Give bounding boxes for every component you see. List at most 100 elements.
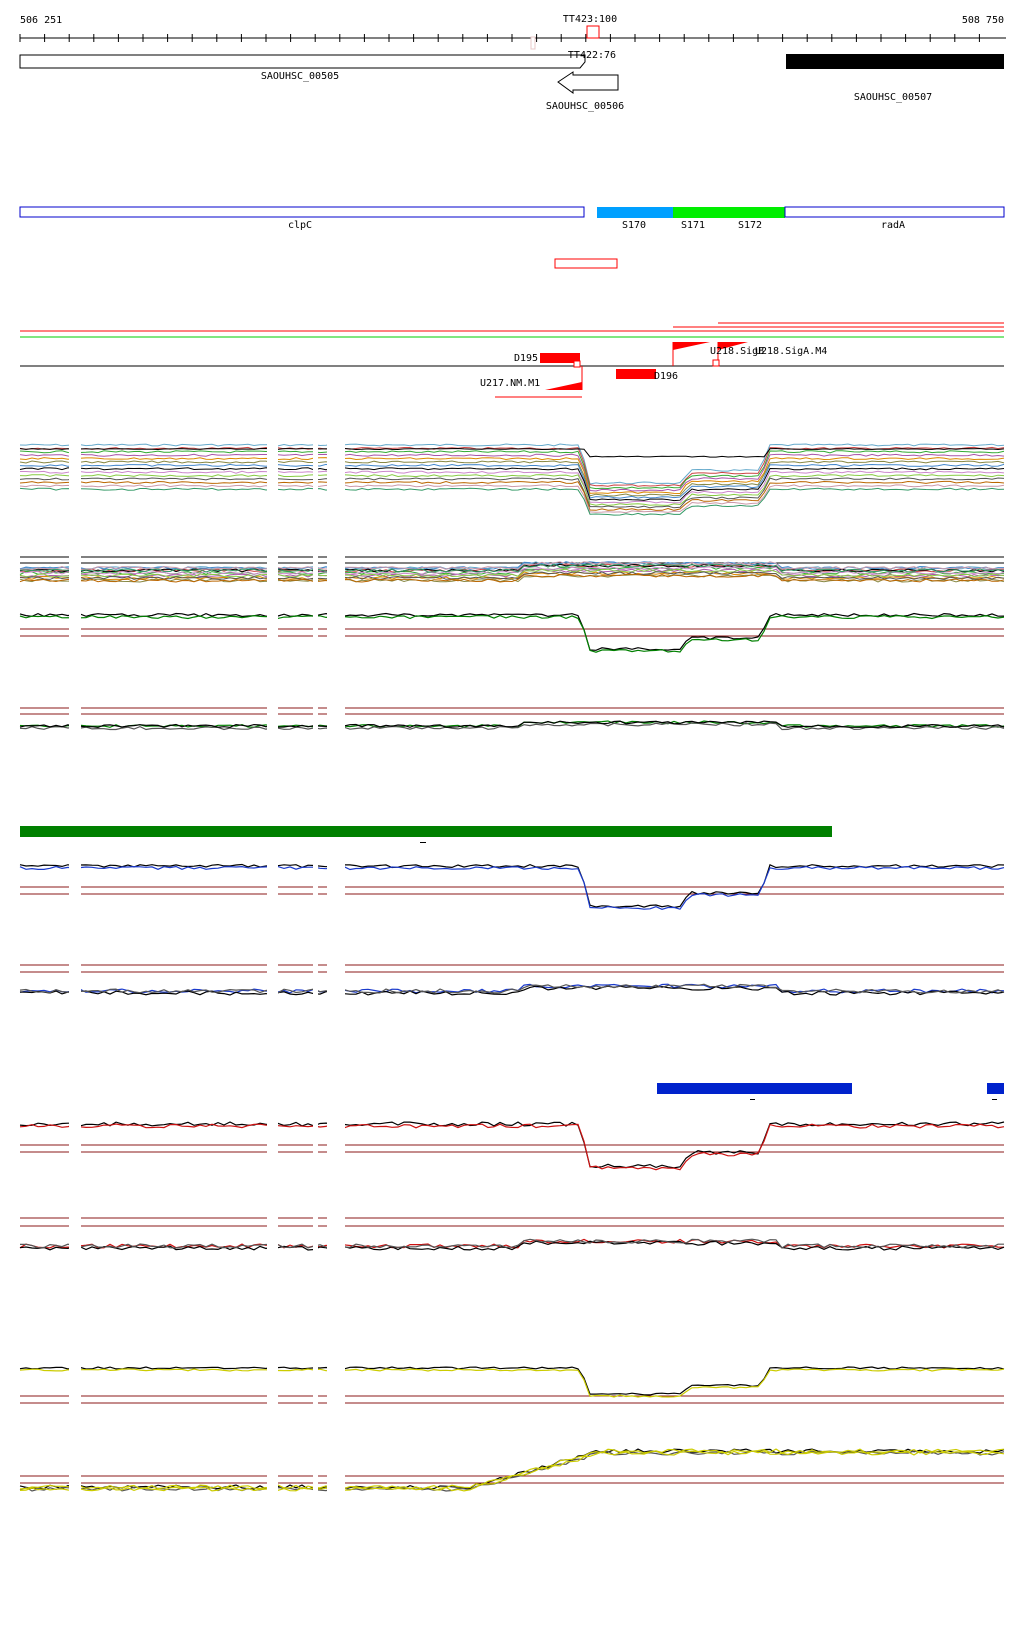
expression-profile-line <box>19 573 1005 583</box>
feature-u218-wedge-2[interactable] <box>718 342 748 350</box>
gene-saouhsc-00506-label: SAOUHSC_00506 <box>546 101 624 112</box>
track-gap <box>327 1355 345 1410</box>
track-gap <box>327 850 345 905</box>
track-gap <box>69 1205 81 1260</box>
track-gap <box>327 430 345 500</box>
green-region-tick <box>420 842 426 843</box>
expression-profile-line <box>19 480 1005 511</box>
gene-saouhsc-00507[interactable] <box>786 54 1004 69</box>
track-gaps <box>69 430 345 1515</box>
terminator-top-marker[interactable] <box>586 25 600 39</box>
track-gap <box>69 955 81 1005</box>
expression-track-blue-1 <box>19 863 1005 910</box>
expression-profile-line <box>19 447 1005 458</box>
track-gap <box>267 700 278 745</box>
track-gap <box>313 1205 318 1260</box>
track-gap <box>327 1465 345 1515</box>
track-gap <box>313 548 318 600</box>
feature-u217-wedge[interactable] <box>545 382 582 390</box>
expression-profile-line <box>19 484 1005 514</box>
track-gap <box>69 1105 81 1160</box>
expression-track-red-2 <box>19 1217 1005 1251</box>
segment-s172-label: S172 <box>738 220 762 231</box>
expression-profile-line <box>19 460 1005 497</box>
expression-track-red-1 <box>19 1121 1005 1171</box>
blue-region-tick-1 <box>750 1099 755 1100</box>
track-gap <box>267 1355 278 1410</box>
segment-s170[interactable] <box>597 207 673 218</box>
segment-s171-s172[interactable] <box>673 207 785 218</box>
gene-saouhsc-00506[interactable] <box>557 71 619 94</box>
blue-region-bar-1[interactable] <box>657 1083 852 1094</box>
track-gap <box>327 955 345 1005</box>
green-region-bar[interactable] <box>20 826 832 837</box>
feature-u218-wedge-1[interactable] <box>673 342 710 350</box>
track-gap <box>327 700 345 745</box>
expression-profile-line <box>19 1450 1005 1492</box>
gene-saouhsc-00505[interactable] <box>19 54 586 69</box>
segment-red-box[interactable] <box>554 258 618 269</box>
feature-d195[interactable] <box>540 353 580 363</box>
terminator-mid-label: TT422:76 <box>568 50 616 61</box>
track-gap <box>69 700 81 745</box>
track-gap <box>267 1105 278 1160</box>
expression-profile-line <box>19 1366 1005 1396</box>
ruler-start-label: 506 251 <box>20 15 62 26</box>
feature-d195-label: D195 <box>514 353 538 364</box>
expression-profile-line <box>19 463 1005 499</box>
terminator-top-label: TT423:100 <box>563 14 617 25</box>
feature-u218-tick <box>712 359 720 367</box>
expression-profile-line <box>19 1368 1005 1398</box>
track-gap <box>313 430 318 500</box>
track-gap <box>327 548 345 600</box>
expression-profile-line <box>19 573 1005 583</box>
track-gap <box>313 1465 318 1515</box>
track-gap <box>267 1205 278 1260</box>
track-gap <box>69 430 81 500</box>
expression-profile-line <box>19 1450 1005 1492</box>
expression-profile-line <box>19 985 1005 996</box>
expression-profile-line <box>19 614 1005 653</box>
expression-track-green-1 <box>19 612 1005 653</box>
expression-track-yellow-2 <box>19 1448 1005 1492</box>
segment-clpc-label: clpC <box>288 220 312 231</box>
track-gap <box>313 700 318 745</box>
gene-saouhsc-00507-label: SAOUHSC_00507 <box>854 92 932 103</box>
ruler-ticks <box>19 34 980 42</box>
feature-track: D195 D196 U217.NM.M1 U218.SigB U218.SigA… <box>20 322 1004 398</box>
feature-d195-tick <box>573 360 581 368</box>
expression-profile-line <box>19 477 1005 509</box>
track-gap <box>267 548 278 600</box>
terminator-mid-marker[interactable] <box>530 36 536 50</box>
segment-s171-label: S171 <box>681 220 705 231</box>
segment-clpc[interactable] <box>19 206 585 218</box>
track-gap <box>267 600 278 650</box>
track-gap <box>313 1355 318 1410</box>
feature-d196-label: D196 <box>654 371 678 382</box>
expression-profile-line <box>19 863 1005 909</box>
ruler-end-label: 508 750 <box>962 15 1004 26</box>
expression-profile-line <box>19 487 1005 516</box>
feature-u218-label-b: U218.SigA.M4 <box>755 346 827 357</box>
segment-rada-label: radA <box>881 220 905 231</box>
expression-track-yellow-1 <box>19 1366 1005 1404</box>
track-gap <box>313 600 318 650</box>
expression-profile-line <box>19 446 1005 487</box>
track-gap <box>69 600 81 650</box>
expression-profile-line <box>19 571 1005 580</box>
track-gap <box>267 430 278 500</box>
blue-region-bar-2[interactable] <box>987 1083 1004 1094</box>
track-gap <box>69 1355 81 1410</box>
track-gap <box>313 1105 318 1160</box>
track-gap <box>267 955 278 1005</box>
segment-s170-label: S170 <box>622 220 646 231</box>
segment-rada[interactable] <box>784 206 1005 218</box>
gene-saouhsc-00505-label: SAOUHSC_00505 <box>261 71 339 82</box>
expression-profile-line <box>19 1238 1004 1249</box>
expression-profile-line <box>19 457 1005 495</box>
expression-track-blue-2 <box>19 964 1005 996</box>
feature-d196[interactable] <box>616 369 656 379</box>
expression-profile-line <box>19 450 1005 490</box>
expression-profile-line <box>19 443 1005 485</box>
